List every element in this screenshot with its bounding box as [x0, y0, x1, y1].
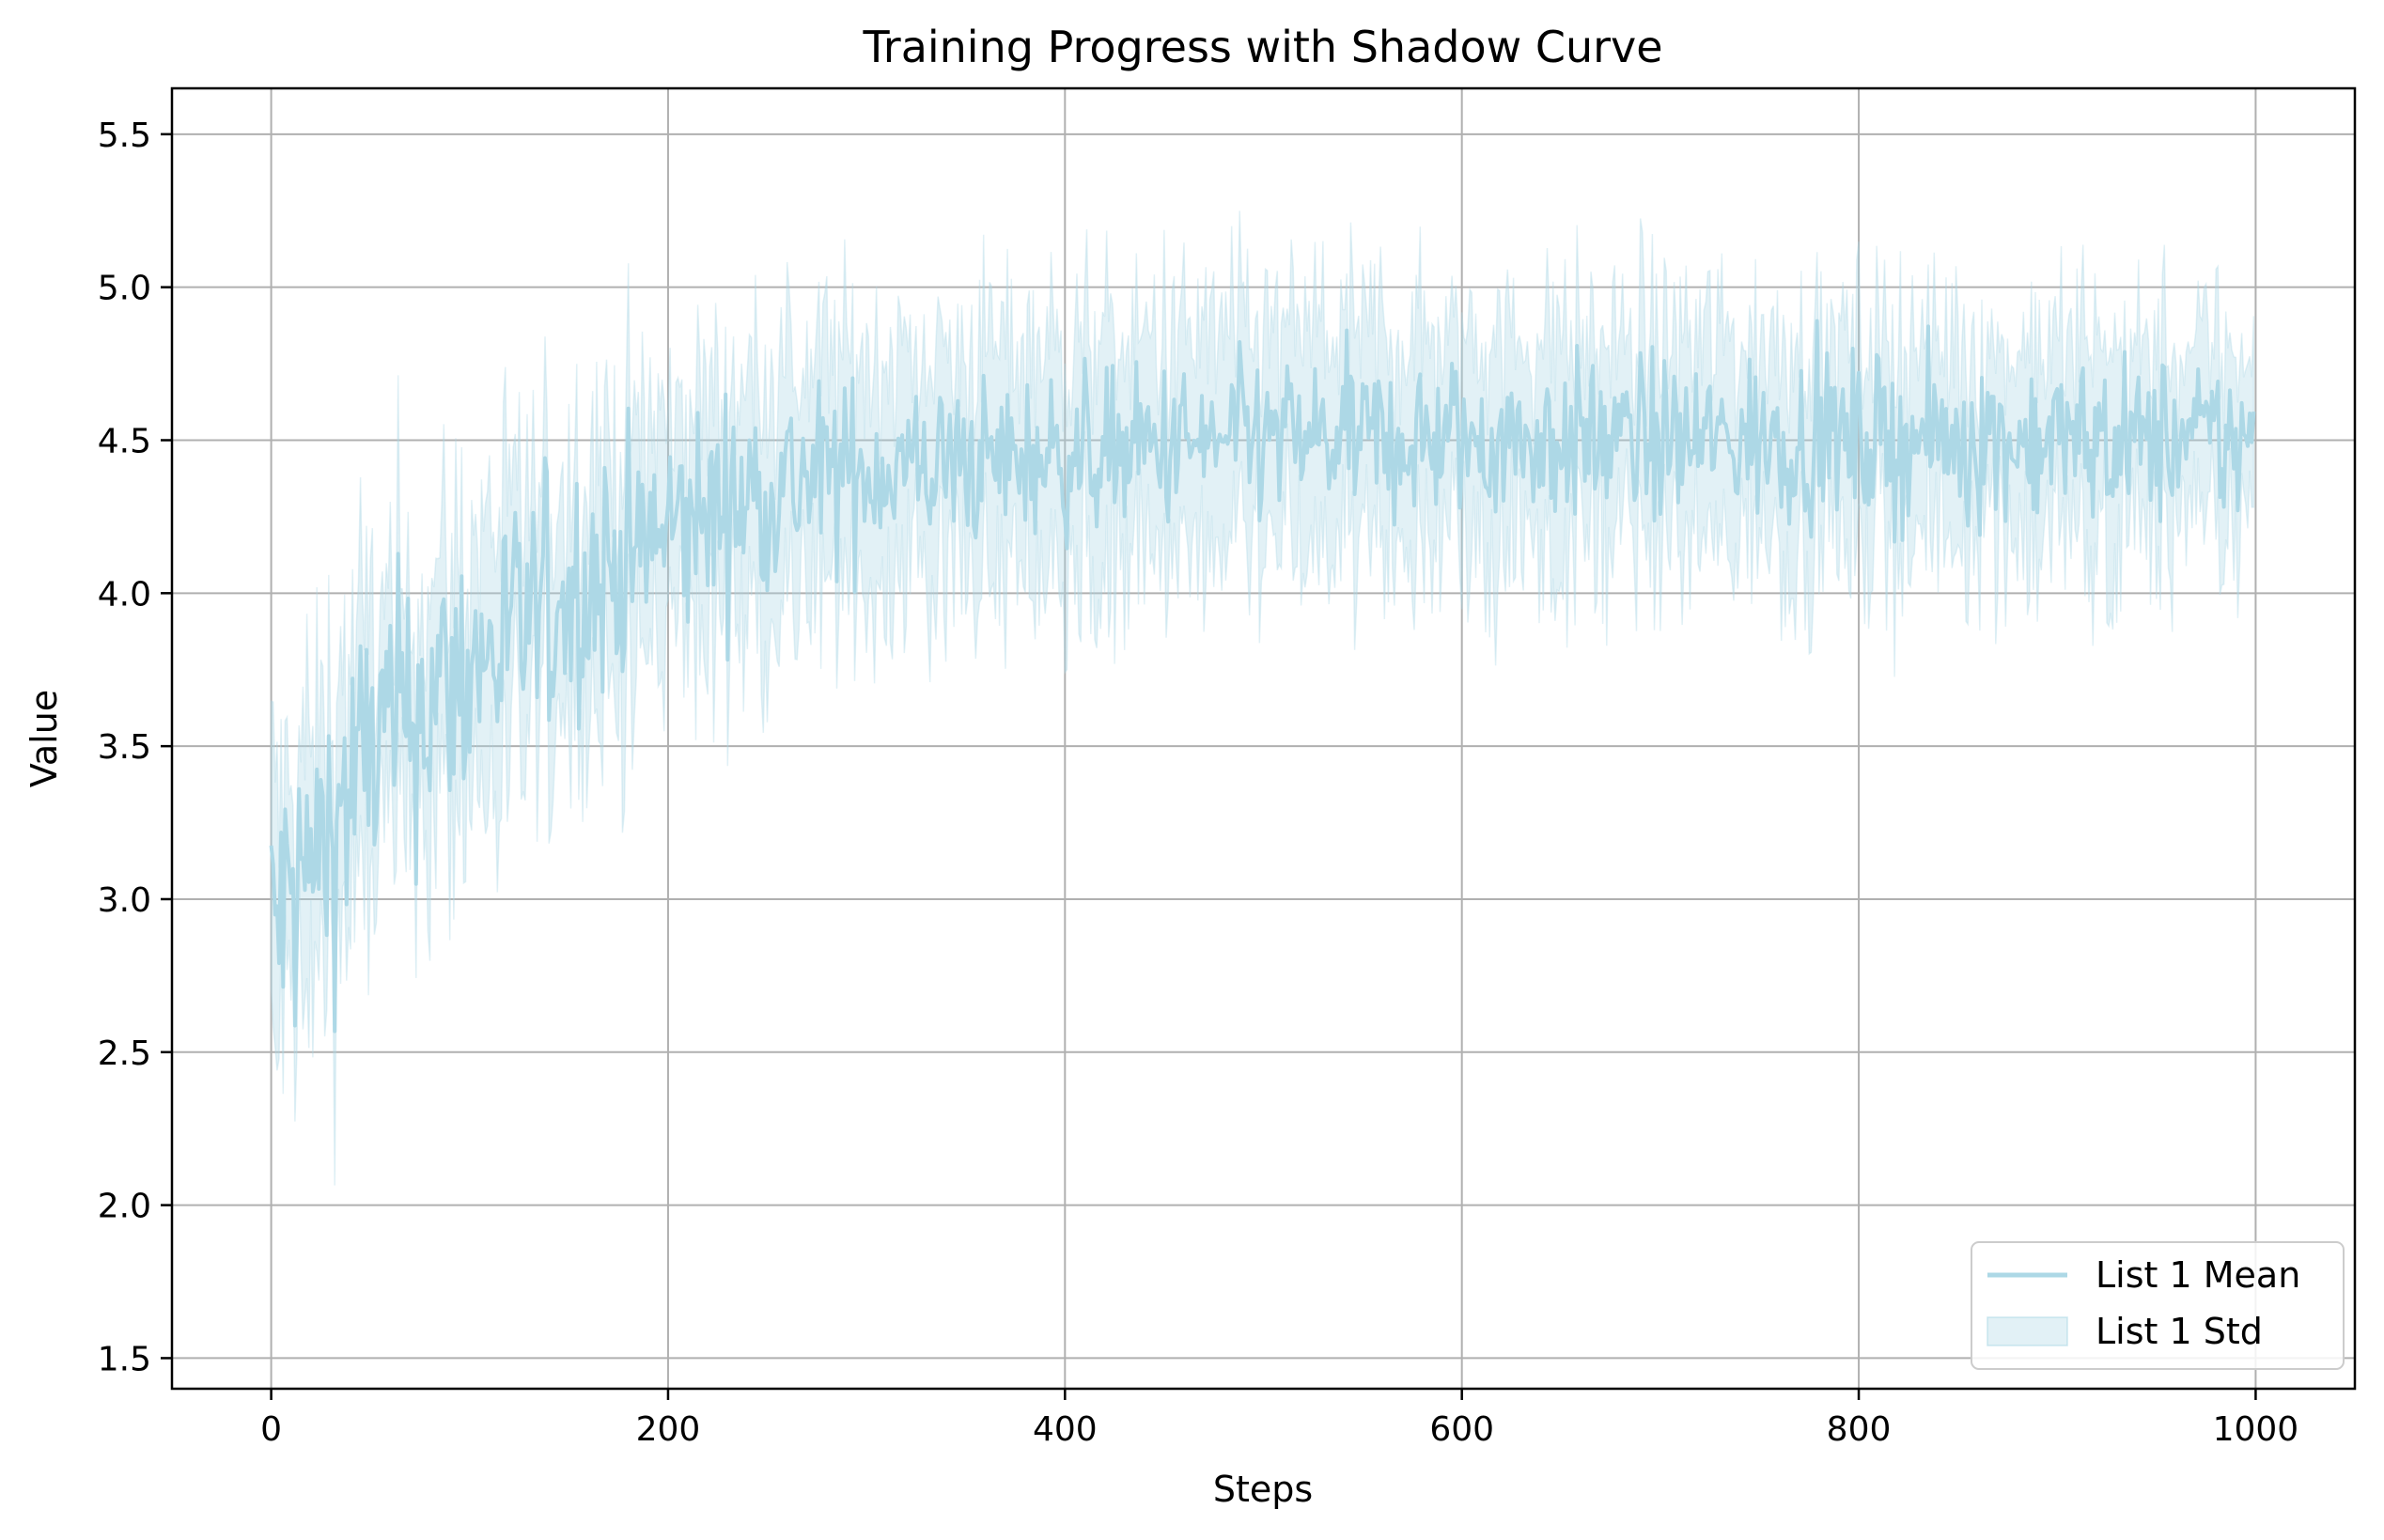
plot-frame [170, 86, 2357, 1391]
legend: List 1 Mean List 1 Std [1971, 1241, 2345, 1370]
mean-line [269, 319, 2256, 1034]
y-tick-label: 4.0 [98, 575, 151, 614]
y-tick-label: 3.5 [98, 728, 151, 767]
legend-std-label: List 1 Std [2096, 1311, 2263, 1352]
y-tick-label: 1.5 [98, 1340, 151, 1378]
x-tick-label: 800 [1827, 1410, 1892, 1449]
y-tick-label: 4.5 [98, 422, 151, 460]
x-tick-label: 0 [260, 1410, 282, 1449]
x-ticks: 0 200 400 600 800 1000 [260, 1389, 2298, 1449]
x-tick-label: 400 [1033, 1410, 1098, 1449]
chart-title: Training Progress with Shadow Curve [862, 22, 1662, 72]
y-tick-label: 5.0 [98, 270, 151, 308]
y-tick-label: 2.0 [98, 1188, 151, 1226]
y-tick-label: 3.0 [98, 881, 151, 920]
x-tick-label: 600 [1429, 1410, 1494, 1449]
y-axis-label: Value [23, 690, 65, 787]
y-tick-label: 2.5 [98, 1034, 151, 1073]
x-axis-label: Steps [1213, 1469, 1313, 1510]
grid-lines [172, 88, 2355, 1389]
legend-std-swatch [1987, 1316, 2068, 1346]
mean-line-layer [269, 319, 2256, 1034]
legend-mean-label: List 1 Mean [2096, 1254, 2300, 1296]
y-tick-label: 5.5 [98, 117, 151, 155]
x-tick-label: 200 [636, 1410, 701, 1449]
y-ticks: 1.5 2.0 2.5 3.0 3.5 4.0 4.5 5.0 5.5 [98, 117, 172, 1378]
x-tick-label: 1000 [2213, 1410, 2299, 1449]
